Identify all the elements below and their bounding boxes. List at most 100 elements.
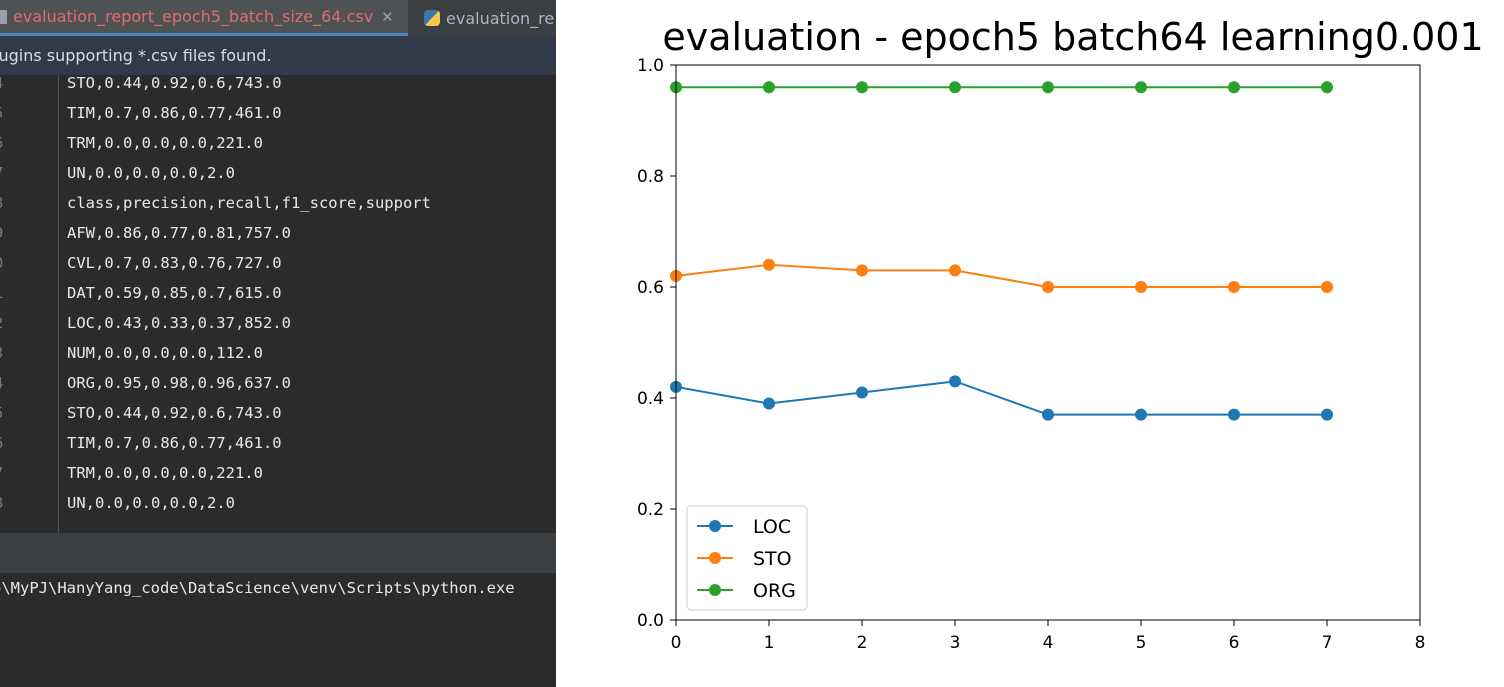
y-tick-label: 1.0: [637, 56, 664, 76]
y-tick-label: 0.2: [637, 500, 664, 520]
legend-box: [686, 505, 808, 611]
code-line: 7 UN,0.0,0.0,0.0,2.0: [0, 158, 556, 188]
notification-text: lugins supporting *.csv files found.: [0, 46, 272, 65]
y-tick-label: 0.6: [637, 278, 664, 298]
line-number: 8: [0, 488, 3, 518]
x-tick-label: 6: [1229, 633, 1240, 653]
chart-window: evaluation - epoch5 batch64 learning0.00…: [556, 0, 1504, 687]
code-line: 7 TRM,0.0,0.0,0.0,221.0: [0, 458, 556, 488]
data-point-sto: [1042, 281, 1054, 293]
line-number: 5: [0, 398, 3, 428]
data-point-loc: [1135, 408, 1147, 421]
code-line: 4 STO,0.44,0.92,0.6,743.0: [0, 68, 556, 98]
data-point-org: [1135, 81, 1147, 94]
legend-marker-sto: [709, 552, 721, 564]
tab-label: evaluation_report_epoch5_batch_size_64.c…: [13, 7, 374, 26]
code-line: 8 class,precision,recall,f1_score,support: [0, 188, 556, 218]
y-tick-label: 0.4: [637, 389, 664, 409]
tab-label: evaluation_re: [446, 8, 555, 28]
line-number: 6: [0, 428, 3, 458]
code-text: STO,0.44,0.92,0.6,743.0: [67, 404, 282, 422]
code-line: 6 TRM,0.0,0.0,0.0,221.0: [0, 128, 556, 158]
line-number: 5: [0, 98, 3, 128]
code-line: 0 CVL,0.7,0.83,0.76,727.0: [0, 248, 556, 278]
csv-file-icon: [0, 9, 7, 24]
code-line: 2 LOC,0.43,0.33,0.37,852.0: [0, 308, 556, 338]
legend-marker-org: [709, 584, 721, 596]
code-text: UN,0.0,0.0,0.0,2.0: [67, 164, 235, 182]
line-number: 7: [0, 458, 3, 488]
legend-label-org: ORG: [753, 580, 796, 602]
data-point-sto: [763, 258, 775, 271]
code-text: ORG,0.95,0.98,0.96,637.0: [67, 374, 291, 392]
line-number: 1: [0, 278, 3, 308]
data-point-org: [1228, 81, 1240, 94]
code-line: 8 UN,0.0,0.0,0.0,2.0: [0, 488, 556, 518]
y-tick-label: 0.8: [637, 167, 664, 187]
data-point-loc: [1042, 408, 1054, 421]
run-console-header: [0, 533, 556, 573]
legend-label-loc: LOC: [753, 516, 791, 538]
y-tick-label: 0.0: [637, 611, 664, 631]
code-text: AFW,0.86,0.77,0.81,757.0: [67, 224, 291, 242]
code-text: TIM,0.7,0.86,0.77,461.0: [67, 434, 282, 452]
data-point-org: [856, 81, 868, 94]
line-number: 9: [0, 218, 3, 248]
series-line-sto: [675, 263, 1327, 288]
code-line: 5 STO,0.44,0.92,0.6,743.0: [0, 398, 556, 428]
x-tick-label: 1: [764, 633, 775, 653]
data-point-org: [949, 81, 961, 94]
x-tick-label: 5: [1136, 633, 1147, 653]
legend-label-sto: STO: [753, 548, 792, 570]
code-text: DAT,0.59,0.85,0.7,615.0: [67, 284, 282, 302]
chart-title: evaluation - epoch5 batch64 learning0.00…: [662, 15, 1483, 59]
code-text: LOC,0.43,0.33,0.37,852.0: [67, 314, 291, 332]
line-number: 0: [0, 248, 3, 278]
code-line: 1 DAT,0.59,0.85,0.7,615.0: [0, 278, 556, 308]
code-line: 4 ORG,0.95,0.98,0.96,637.0: [0, 368, 556, 398]
data-point-loc: [763, 397, 775, 410]
code-line: 5 TIM,0.7,0.86,0.77,461.0: [0, 98, 556, 128]
data-point-org: [1042, 81, 1054, 94]
code-text: TIM,0.7,0.86,0.77,461.0: [67, 104, 282, 122]
data-point-org: [1321, 81, 1333, 94]
legend-marker-loc: [709, 520, 721, 532]
close-icon[interactable]: ✕: [381, 7, 394, 26]
data-point-loc: [856, 386, 868, 399]
data-point-loc: [1228, 408, 1240, 421]
data-point-org: [763, 81, 775, 94]
line-number: 6: [0, 128, 3, 158]
code-text: NUM,0.0,0.0,0.0,112.0: [67, 344, 263, 362]
x-tick-label: 0: [671, 633, 682, 653]
tab-csv-report[interactable]: evaluation_report_epoch5_batch_size_64.c…: [0, 0, 408, 36]
python-file-icon: [424, 10, 440, 26]
plugin-notification-bar: lugins supporting *.csv files found.: [0, 37, 556, 75]
gutter-divider: [58, 75, 59, 533]
code-line: 9 AFW,0.86,0.77,0.81,757.0: [0, 218, 556, 248]
data-point-sto: [1321, 281, 1333, 293]
code-editor[interactable]: 4 STO,0.44,0.92,0.6,743.0 5 TIM,0.7,0.86,0.…: [0, 74, 556, 533]
code-text: CVL,0.7,0.83,0.76,727.0: [67, 254, 282, 272]
x-tick-label: 8: [1415, 633, 1426, 653]
line-number: 4: [0, 68, 3, 98]
editor-tab-bar: evaluation_report_epoch5_batch_size_64.c…: [0, 0, 556, 38]
code-text: UN,0.0,0.0,0.0,2.0: [67, 494, 235, 512]
line-number: 3: [0, 338, 3, 368]
tab-python-script[interactable]: evaluation_re: [410, 0, 556, 36]
x-tick-label: 3: [950, 633, 961, 653]
line-chart: evaluation - epoch5 batch64 learning0.00…: [637, 15, 1484, 653]
code-text: class,precision,recall,f1_score,support: [67, 194, 431, 212]
data-point-sto: [949, 264, 961, 277]
code-line: 3 NUM,0.0,0.0,0.0,112.0: [0, 338, 556, 368]
x-tick-label: 2: [857, 633, 868, 653]
data-point-sto: [856, 264, 868, 277]
code-text: STO,0.44,0.92,0.6,743.0: [67, 74, 282, 92]
x-tick-label: 7: [1322, 633, 1333, 653]
line-number: 2: [0, 308, 3, 338]
run-console[interactable]: o\MyPJ\HanyYang_code\DataScience\venv\Sc…: [0, 573, 556, 687]
data-point-sto: [1135, 281, 1147, 293]
ide-panel: evaluation_report_epoch5_batch_size_64.c…: [0, 0, 556, 687]
data-point-loc: [1321, 408, 1333, 421]
code-text: TRM,0.0,0.0,0.0,221.0: [67, 134, 263, 152]
data-point-sto: [1228, 281, 1240, 293]
